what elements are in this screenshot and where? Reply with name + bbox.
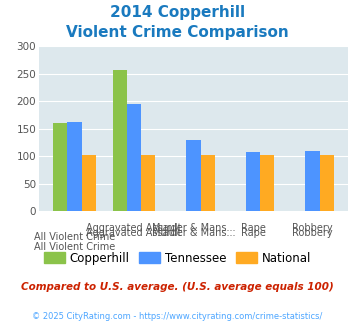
Bar bbox=[260, 155, 274, 211]
Bar bbox=[201, 155, 215, 211]
Bar bbox=[127, 104, 141, 211]
Bar bbox=[82, 155, 96, 211]
Text: 2014 Copperhill: 2014 Copperhill bbox=[110, 5, 245, 20]
Text: Compared to U.S. average. (U.S. average equals 100): Compared to U.S. average. (U.S. average … bbox=[21, 282, 334, 292]
Bar bbox=[305, 151, 320, 211]
Bar bbox=[67, 121, 82, 211]
Text: Robbery: Robbery bbox=[292, 223, 333, 233]
Text: Murder & Mans...: Murder & Mans... bbox=[152, 228, 235, 238]
Text: © 2025 CityRating.com - https://www.cityrating.com/crime-statistics/: © 2025 CityRating.com - https://www.city… bbox=[32, 312, 323, 321]
Text: Robbery: Robbery bbox=[292, 228, 333, 238]
Text: Aggravated Assault: Aggravated Assault bbox=[86, 228, 182, 238]
Text: Rape: Rape bbox=[241, 223, 266, 233]
Bar bbox=[141, 155, 155, 211]
Text: Murder & Mans...: Murder & Mans... bbox=[152, 223, 235, 233]
Text: Violent Crime Comparison: Violent Crime Comparison bbox=[66, 25, 289, 40]
Bar bbox=[113, 70, 127, 211]
Bar bbox=[246, 152, 260, 211]
Text: All Violent Crime: All Violent Crime bbox=[34, 232, 115, 242]
Text: All Violent Crime: All Violent Crime bbox=[34, 242, 115, 252]
Bar bbox=[53, 123, 67, 211]
Text: Rape: Rape bbox=[241, 228, 266, 238]
Text: Aggravated Assault: Aggravated Assault bbox=[86, 223, 182, 233]
Legend: Copperhill, Tennessee, National: Copperhill, Tennessee, National bbox=[44, 252, 311, 265]
Bar bbox=[186, 140, 201, 211]
Bar bbox=[320, 155, 334, 211]
